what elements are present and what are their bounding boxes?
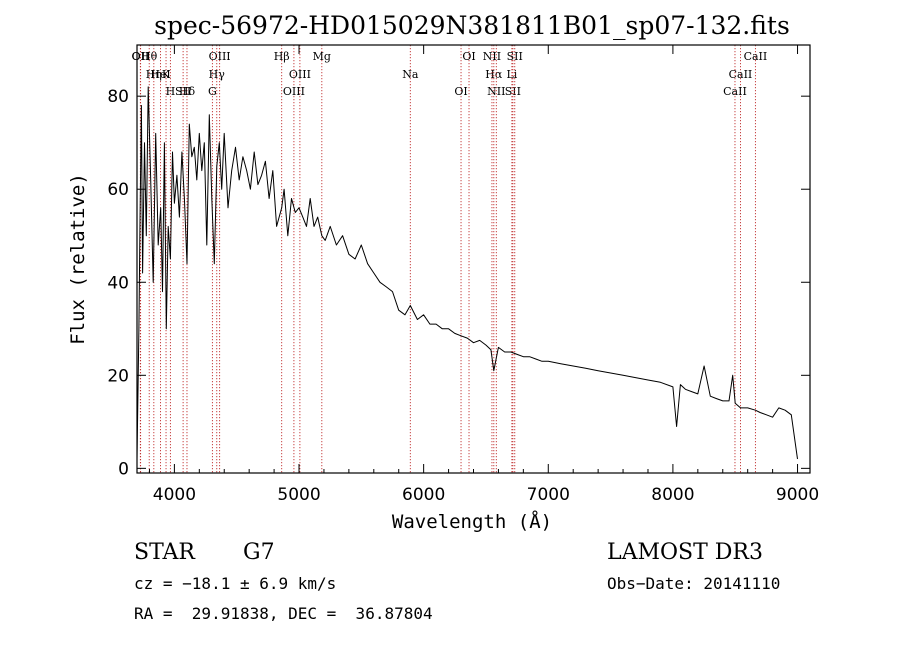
x-tick-label: 4000	[153, 485, 196, 505]
spectral-line-label: CaII	[744, 50, 768, 63]
spectral-line-label: H	[166, 85, 176, 98]
x-tick-label: 5000	[277, 485, 320, 505]
spectral-line-label: CaII	[723, 85, 747, 98]
spectral-line-label: NII	[483, 50, 501, 63]
spectral-line-label: OIII	[209, 50, 231, 63]
y-axis-label: Flux (relative)	[67, 173, 89, 345]
spectral-line-label: OIII	[289, 68, 311, 81]
spectral-line-markers: HθKHδOIIHeISIIOIIHηHOIIIHγGHβOIIIOIIIMgN…	[132, 45, 768, 473]
y-tick-label: 40	[107, 273, 129, 293]
spectral-line-label: NII	[487, 85, 505, 98]
spectral-line-label: Hη	[146, 68, 162, 81]
spectral-line-label: OI	[454, 85, 467, 98]
spectral-line-label: Hα	[485, 68, 503, 81]
flux-series-group	[136, 86, 798, 460]
survey-label: LAMOST DR3	[607, 540, 763, 565]
y-tick-label: 80	[107, 87, 129, 107]
x-tick-label: 6000	[402, 485, 445, 505]
plot-frame	[136, 44, 811, 474]
spectral-line-label: K	[162, 68, 171, 81]
spectral-line-label: Li	[506, 68, 517, 81]
y-tick-label: 60	[107, 180, 129, 200]
spectral-line-label: CaII	[729, 68, 753, 81]
spectral-line-label: OI	[462, 50, 475, 63]
x-tick-label: 8000	[651, 485, 694, 505]
object-subclass: G7	[243, 540, 275, 565]
spectral-line-label: SII	[175, 85, 191, 98]
flux-series-line	[136, 86, 798, 460]
spectral-line-label: SII	[505, 85, 521, 98]
y-tick-label: 0	[118, 459, 129, 479]
spectral-line-label: Hθ	[141, 50, 158, 63]
spectral-line-label: Hβ	[274, 50, 290, 63]
spectral-line-label: SII	[507, 50, 523, 63]
spectral-line-label: Mg	[313, 50, 331, 63]
object-class: STAR	[134, 540, 195, 565]
x-axis-label: Wavelength (Å)	[392, 510, 552, 533]
observation-date: Obs−Date: 20141110	[607, 574, 781, 593]
chart-title: spec-56972-HD015029N381811B01_sp07-132.f…	[154, 11, 790, 40]
spectral-line-label: Hδ	[179, 85, 196, 98]
spectral-line-label: OII	[132, 50, 150, 63]
coordinates-readout: RA = 29.91838, DEC = 36.87804	[134, 604, 433, 623]
spectral-line-label: Hγ	[209, 68, 226, 81]
y-tick-label: 20	[107, 366, 129, 386]
x-tick-label: 9000	[776, 485, 819, 505]
spectral-line-label: Na	[402, 68, 419, 81]
spectral-line-label: G	[208, 85, 217, 98]
redshift-readout: cz = −18.1 ± 6.9 km/s	[134, 574, 337, 593]
spectral-line-label: HeI	[150, 68, 170, 81]
spectral-line-label: OIII	[283, 85, 305, 98]
axis-ticks: 4000 5000 6000 7000 8000 9000 0 20 40 60 80	[107, 45, 819, 505]
x-tick-label: 7000	[527, 485, 570, 505]
spectral-line-label: OII	[132, 50, 150, 63]
